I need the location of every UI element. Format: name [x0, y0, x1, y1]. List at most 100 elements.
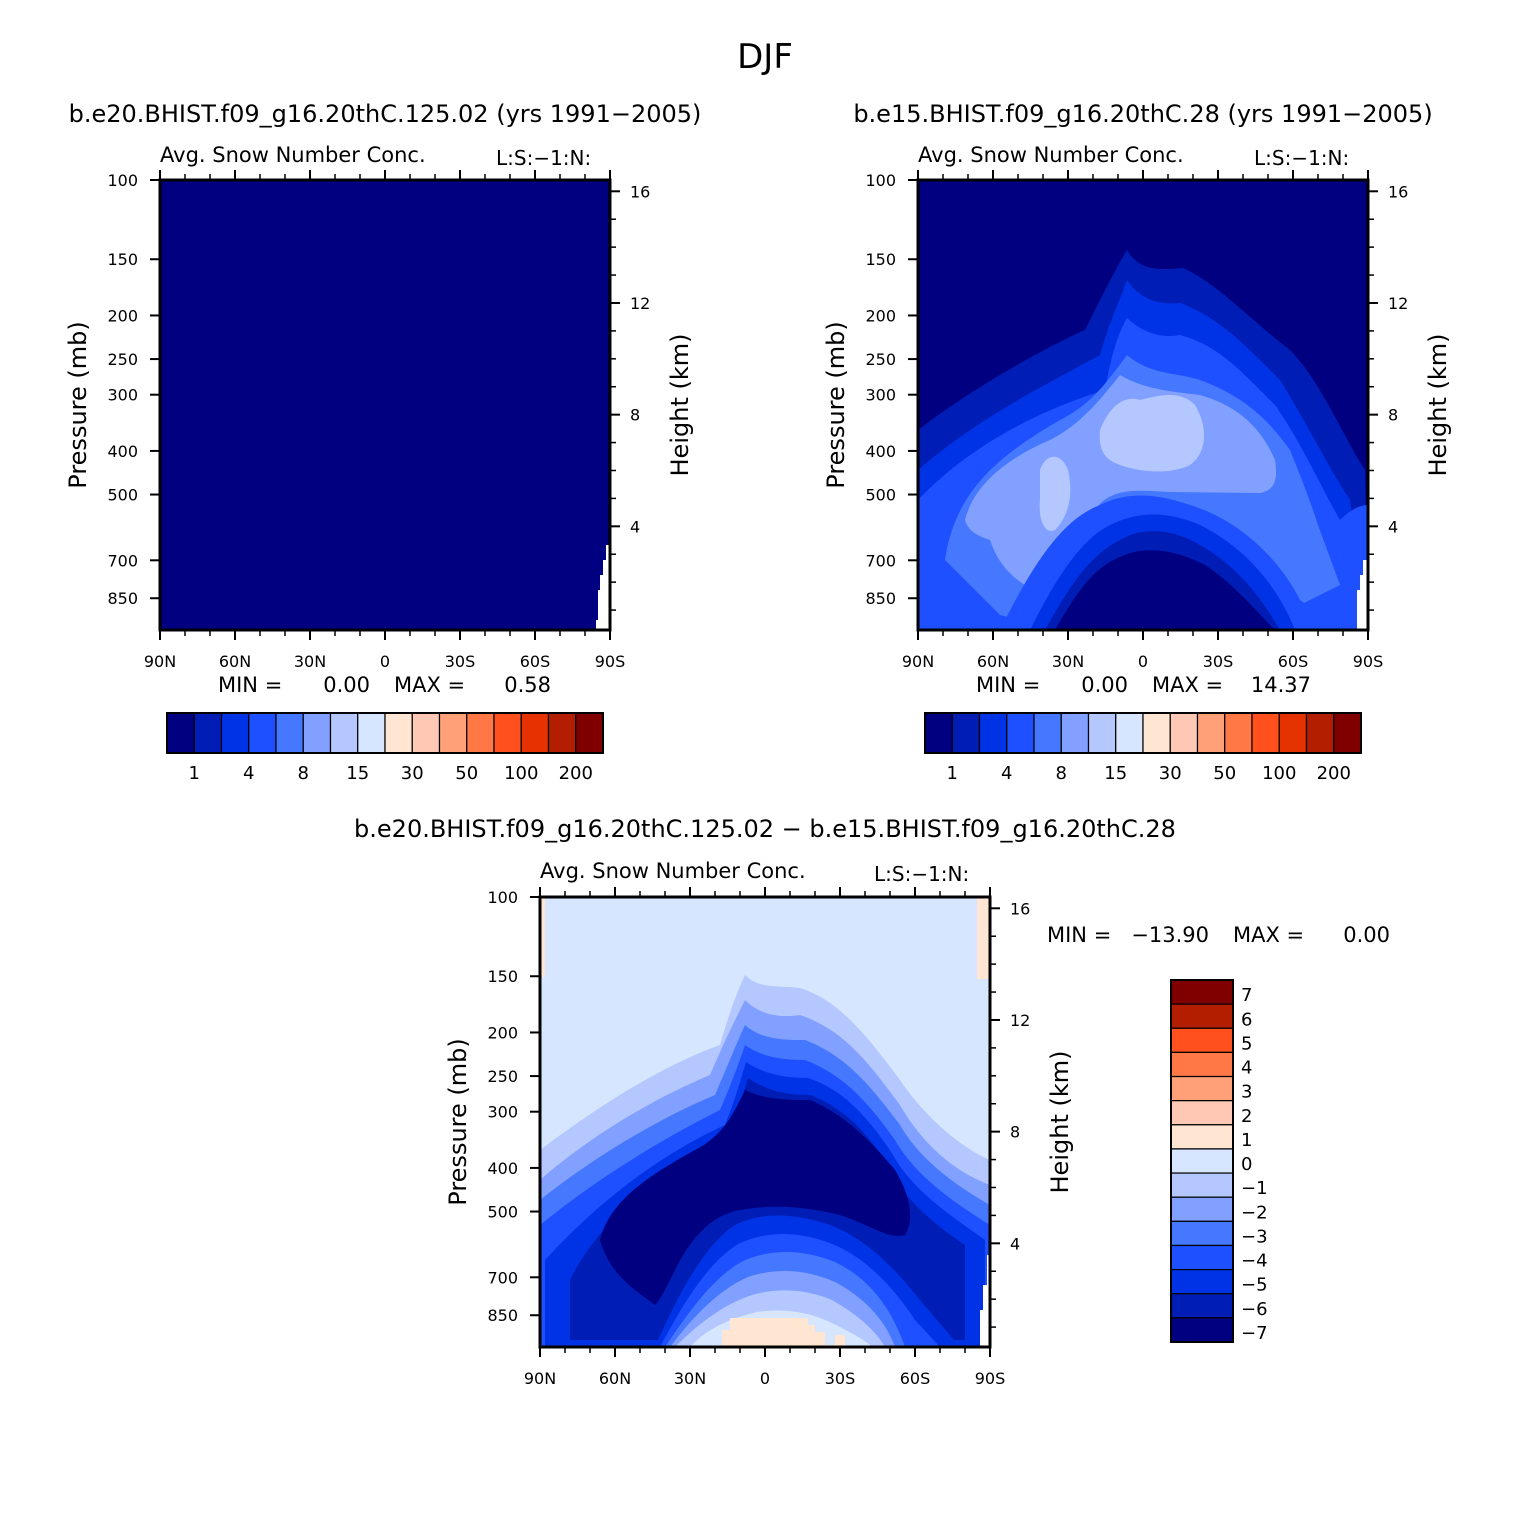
panel-2-stats: MIN = 0.00 MAX = 14.37: [976, 673, 1311, 697]
panel-3-colorbar-swatch: [1170, 1003, 1234, 1029]
panel-2-colorbar-swatch: [1278, 712, 1308, 754]
panel-1-xtick-label: 0: [380, 652, 390, 671]
panel-1-contour-fill: [160, 180, 610, 630]
panel-2-lower-contour-level-1: [1055, 550, 1275, 630]
panel-3-xtick-label: 30S: [825, 1369, 856, 1388]
panel-1-colorbar: 1 4 8 15 30 50 100 200: [166, 712, 604, 784]
panel-2-colorbar-label: 8: [1056, 763, 1067, 784]
panel-3-colorbar-label: 6: [1241, 1009, 1252, 1030]
panel-2-colorbar-label: 100: [1262, 763, 1296, 784]
panel-1-xtick-label: 90S: [595, 652, 626, 671]
panel-1-title: b.e20.BHIST.f09_g16.20thC.125.02 (yrs 19…: [69, 100, 702, 128]
panel-2-ytick-label: 300: [865, 386, 896, 405]
panel-1-colorbar-swatch: [466, 712, 495, 754]
panel-1-colorbar-label: 30: [401, 763, 424, 784]
panel-3-min-label: MIN =: [1047, 923, 1111, 947]
panel-1-colorbar-swatch: [520, 712, 550, 754]
panel-2-xtick-label: 0: [1138, 652, 1148, 671]
panel-3-axes: 90N 60N 30N 0 30S 60S 90S 100 150 200 250 300 400 500…: [487, 887, 1030, 1388]
panel-2-ytick-label: 100: [865, 171, 896, 190]
panel-1-ytick-label: 200: [107, 306, 138, 325]
panel-1-ytick-label: 300: [107, 386, 138, 405]
panel-2-ytick-label: 500: [865, 486, 896, 505]
panel-1-colorbar-frame: [166, 712, 604, 754]
panel-1-colorbar-label: 8: [298, 763, 309, 784]
panel-2-ylabel-right: Height (km): [1424, 334, 1452, 477]
panel-3-colorbar-swatch: [1170, 1027, 1234, 1054]
panel-1-stats: MIN = 0.00 MAX = 0.58: [218, 673, 551, 697]
panel-2-colorbar-swatch: [924, 712, 953, 754]
panel-2-colorbar-swatch: [1196, 712, 1226, 754]
panel-1-axes: 90N 60N 30N 0 30S 60S 90S 100 150 200 250 300 400 500…: [107, 170, 650, 671]
panel-3-units-note: L:S:−1:N:: [874, 862, 969, 886]
panel-3-colorbar-label: 3: [1241, 1082, 1252, 1103]
panel-3-ylabel-right: Height (km): [1046, 1051, 1074, 1194]
panel-2-colorbar-label: 50: [1213, 763, 1236, 784]
panel-2-xtick-label: 90S: [1353, 652, 1384, 671]
panel-3-colorbar-label: −5: [1241, 1275, 1268, 1296]
panel-3-contour-level-neg7: [600, 1090, 911, 1305]
panel-2-axes: 90N 60N 30N 0 30S 60S 90S 100 150 200 250 300 400 500…: [865, 170, 1408, 671]
panel-3-ytick-right-label: 12: [1010, 1011, 1030, 1030]
panel-3-positive-patch-lower: [722, 1318, 845, 1347]
panel-1-colorbar-swatch: [329, 712, 359, 754]
panel-2-max-label: MAX =: [1152, 673, 1223, 697]
panel-1: b.e20.BHIST.f09_g16.20thC.125.02 (yrs 19…: [64, 100, 701, 697]
panel-3-colorbar-swatch: [1170, 1220, 1234, 1247]
panel-2-colorbar-swatch: [1006, 712, 1035, 754]
panel-2-ytick-label: 700: [865, 551, 896, 570]
panel-3-max-value: 0.00: [1343, 923, 1390, 947]
panel-1-xtick-label: 60N: [219, 652, 251, 671]
panel-1-max-value: 0.58: [504, 673, 551, 697]
panel-1-colorbar-label: 4: [243, 763, 254, 784]
panel-1-colorbar-swatch: [547, 712, 577, 754]
panel-2-subtitle: Avg. Snow Number Conc.: [918, 143, 1184, 167]
panel-2-max-value: 14.37: [1251, 673, 1311, 697]
panel-3-max-label: MAX =: [1233, 923, 1304, 947]
panel-3-colorbar-swatch: [1170, 1317, 1234, 1343]
panel-3-colorbar-swatch: [1170, 1100, 1234, 1126]
panel-2-colorbar-swatch: [1251, 712, 1280, 754]
panel-1-colorbar-swatch: [411, 712, 441, 754]
panel-1-colorbar-swatch: [275, 712, 304, 754]
colorbar-layer: 1 4 8 15 30 50 100 200 1 4 8 15 30 50 100 200 7 6 5 4 3 2 1 0 −1…: [166, 712, 1362, 1344]
panel-3-subtitle: Avg. Snow Number Conc.: [540, 859, 806, 883]
panel-1-colorbar-swatch: [248, 712, 277, 754]
panel-1-min-value: 0.00: [323, 673, 370, 697]
panel-1-ytick-right-label: 8: [630, 406, 640, 425]
panel-3-colorbar-label: −1: [1241, 1178, 1268, 1199]
panel-3-ytick-label: 400: [487, 1159, 518, 1178]
panel-3-ylabel: Pressure (mb): [444, 1038, 472, 1205]
panel-1-ytick-label: 250: [107, 350, 138, 369]
panel-3-xtick-label: 0: [760, 1369, 770, 1388]
panel-3-xtick-label: 90N: [524, 1369, 556, 1388]
panel-2-ytick-right-label: 12: [1388, 294, 1408, 313]
panel-3-positive-patch-right: [977, 897, 990, 979]
panel-3-colorbar-label: −4: [1241, 1251, 1268, 1272]
panel-1-ylabel: Pressure (mb): [64, 321, 92, 488]
panel-3-xtick-label: 60S: [900, 1369, 931, 1388]
panel-2-ytick-right-label: 8: [1388, 406, 1398, 425]
panel-3-colorbar-label: −6: [1241, 1299, 1268, 1320]
panel-2-colorbar-swatch: [1169, 712, 1199, 754]
panel-1-ytick-label: 400: [107, 442, 138, 461]
panel-3-ytick-right-label: 8: [1010, 1123, 1020, 1142]
panel-3-colorbar-label: 5: [1241, 1033, 1252, 1054]
panel-1-colorbar-swatch: [357, 712, 386, 754]
panel-3-colorbar-label: −7: [1241, 1323, 1268, 1344]
panel-1-colorbar-swatch: [575, 712, 604, 754]
panel-2-units-note: L:S:−1:N:: [1254, 146, 1349, 170]
panel-2-colorbar-swatch: [1305, 712, 1335, 754]
panel-2-colorbar-label: 30: [1159, 763, 1182, 784]
panel-1-colorbar-swatch: [438, 712, 468, 754]
panel-3-colorbar-swatch: [1170, 979, 1234, 1005]
panel-1-xtick-label: 60S: [520, 652, 551, 671]
panel-2-colorbar-label: 200: [1317, 763, 1351, 784]
panel-2-field: [918, 180, 1368, 630]
panel-2-colorbar-swatch: [1224, 712, 1253, 754]
panel-1-colorbar-swatch: [166, 712, 195, 754]
panel-2-colorbar-swatch: [1060, 712, 1090, 754]
panel-2-ytick-label: 400: [865, 442, 896, 461]
panel-3-min-value: −13.90: [1131, 923, 1209, 947]
